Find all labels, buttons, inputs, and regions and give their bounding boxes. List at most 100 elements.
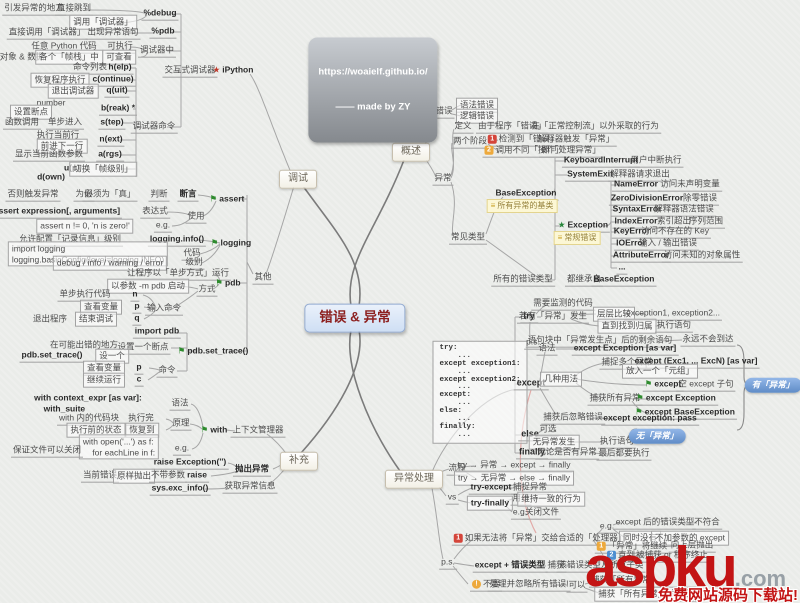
map-label: try-except — [468, 482, 514, 495]
exception-IOError: IOError — [614, 238, 648, 251]
connector-line — [230, 195, 254, 352]
pdb: ⚑ pdb — [215, 277, 241, 288]
map-label: 几种用法 — [539, 371, 583, 387]
sq-red-1-icon: 1 — [487, 134, 497, 144]
author-url: https://woaielf.github.io/ — [318, 66, 428, 78]
map-label: 所有的错误类型 — [491, 274, 555, 287]
connector-line — [197, 194, 217, 217]
map-label: 出现异常语句 — [85, 27, 141, 40]
map-label: 前进下一行 — [36, 138, 88, 154]
logging: ⚑ logging — [210, 237, 252, 248]
green-flag-icon: ⚑ — [200, 424, 209, 435]
map-label: 直接调用「调试器」 — [6, 27, 88, 40]
exception-NameError: NameError — [612, 179, 660, 192]
note-icon: ≡ — [557, 233, 563, 242]
map-label: n — [130, 289, 140, 302]
map-label: 捕获「所有异常」并处理 — [594, 586, 696, 602]
map-label: 执行语句 — [597, 436, 637, 449]
connector-line — [450, 128, 455, 237]
map-label: p — [134, 362, 144, 375]
map-label: 设置一个断点 — [115, 342, 171, 355]
center-topic: 错误 & 异常 — [304, 303, 406, 333]
exception-KeyboardInterrupt: KeyboardInterrupt — [561, 155, 641, 168]
map-label: 各个「帧栈」中 — [35, 49, 103, 65]
map-label: ... — [616, 262, 628, 275]
green-flag-icon: ⚑ — [215, 277, 224, 288]
green-star-icon: ★ — [557, 219, 566, 230]
map-label: assert expression[, arguments] — [0, 206, 123, 219]
map-label: number — [36, 97, 66, 108]
red-star-icon: ★ — [212, 64, 221, 75]
map-label: 语法 — [169, 398, 191, 411]
keyword-except: except — [513, 377, 549, 391]
green-flag-icon: ⚑ — [644, 378, 653, 389]
green-flag-icon: ⚑ — [635, 406, 643, 417]
map-label: 执行语句 — [654, 320, 694, 333]
exception-KeyError: KeyError — [611, 226, 653, 239]
map-label: 若有「异常」发生 — [516, 311, 590, 324]
map-label: 无论是否有异常 — [535, 447, 599, 460]
map-label: 序列范围 — [686, 216, 726, 229]
map-label: 解释器请求退出 — [608, 169, 672, 182]
note-icon: ≡ — [490, 201, 496, 210]
keyword-finally: finally — [515, 446, 549, 460]
watermark-brand: aspku — [585, 535, 738, 599]
map-label: 错误 — [433, 106, 455, 119]
map-label: 1 「异常」将继续 — [594, 541, 670, 554]
map-label: q — [132, 313, 142, 326]
connector-line — [210, 462, 239, 477]
map-label: try-finally — [466, 495, 514, 511]
with: ⚑ with — [200, 424, 228, 435]
map-label: 不符合 — [692, 517, 722, 530]
map-label: ! 不要 — [469, 579, 503, 592]
map-label: e.g. — [597, 521, 617, 534]
author-badge: https://woaielf.github.io/ —— made by ZY — [308, 37, 438, 143]
map-label: 表达式 — [140, 206, 170, 219]
watermark-tld: .com — [734, 566, 787, 591]
map-label: 在可能出错的地方 — [49, 339, 119, 350]
sq-yellow-1-icon: 1 — [596, 541, 606, 551]
map-label: 判断 — [148, 189, 170, 202]
map-label: 当前错误 — [80, 470, 120, 483]
map-label: 两个阶段 — [450, 136, 490, 149]
map-label: 捕获后忽略错误 — [541, 412, 605, 425]
warn-icon: ! — [471, 579, 481, 589]
code-block: try: ... except exception1: ... except e… — [432, 340, 528, 444]
map-label: 可查看 — [102, 49, 136, 65]
map-label: 向上层抛出 — [668, 540, 716, 553]
exception-SyntaxError: SyntaxError — [610, 204, 664, 217]
map-label: 退出调试器 — [47, 83, 99, 99]
map-label: exception1, exception2... — [623, 308, 723, 321]
author-credit: —— made by ZY — [335, 101, 411, 113]
map-label: 交互式调试器 — [162, 65, 218, 78]
connector-line — [166, 211, 191, 227]
map-label: vs — [445, 492, 459, 505]
assert: ⚑ assert — [209, 193, 245, 204]
connector-line — [591, 417, 617, 420]
raise: raise — [185, 470, 209, 483]
map-label: 访问未知的对象属性 — [661, 250, 743, 263]
map-label: 无异常发生 — [528, 434, 580, 450]
connector-line — [189, 403, 204, 450]
connector-line — [543, 452, 609, 455]
sq-blue-2-icon: 2 — [606, 550, 616, 560]
map-label: 在「正常控制流」以外采取的行为 — [529, 121, 661, 134]
connector-line — [197, 239, 221, 264]
map-label: q(uit) — [104, 85, 130, 98]
map-label: 处理并忽略所有错误! — [487, 579, 571, 592]
exception-AttributeError: AttributeError — [610, 250, 672, 263]
map-label: 函数调用 — [2, 117, 42, 130]
map-label: 都继承自 — [564, 274, 604, 287]
map-label: 最后都要执行 — [596, 448, 652, 461]
map-label: d(own) — [37, 171, 65, 182]
note-base-class: ≡ 所有异常的基类 — [486, 199, 558, 213]
map-label: 输入命令 — [144, 303, 184, 316]
map-label: 由于程序「错误」 — [475, 121, 549, 134]
map-label: raise Exception('') — [151, 457, 229, 470]
map-label: with open('...') as f: for eachLine in f… — [78, 434, 160, 460]
map-label: 退出程序 — [32, 313, 68, 324]
map-label: 直到找到归属 — [597, 318, 657, 334]
connector-line — [300, 329, 361, 454]
map-label: c — [134, 374, 144, 387]
